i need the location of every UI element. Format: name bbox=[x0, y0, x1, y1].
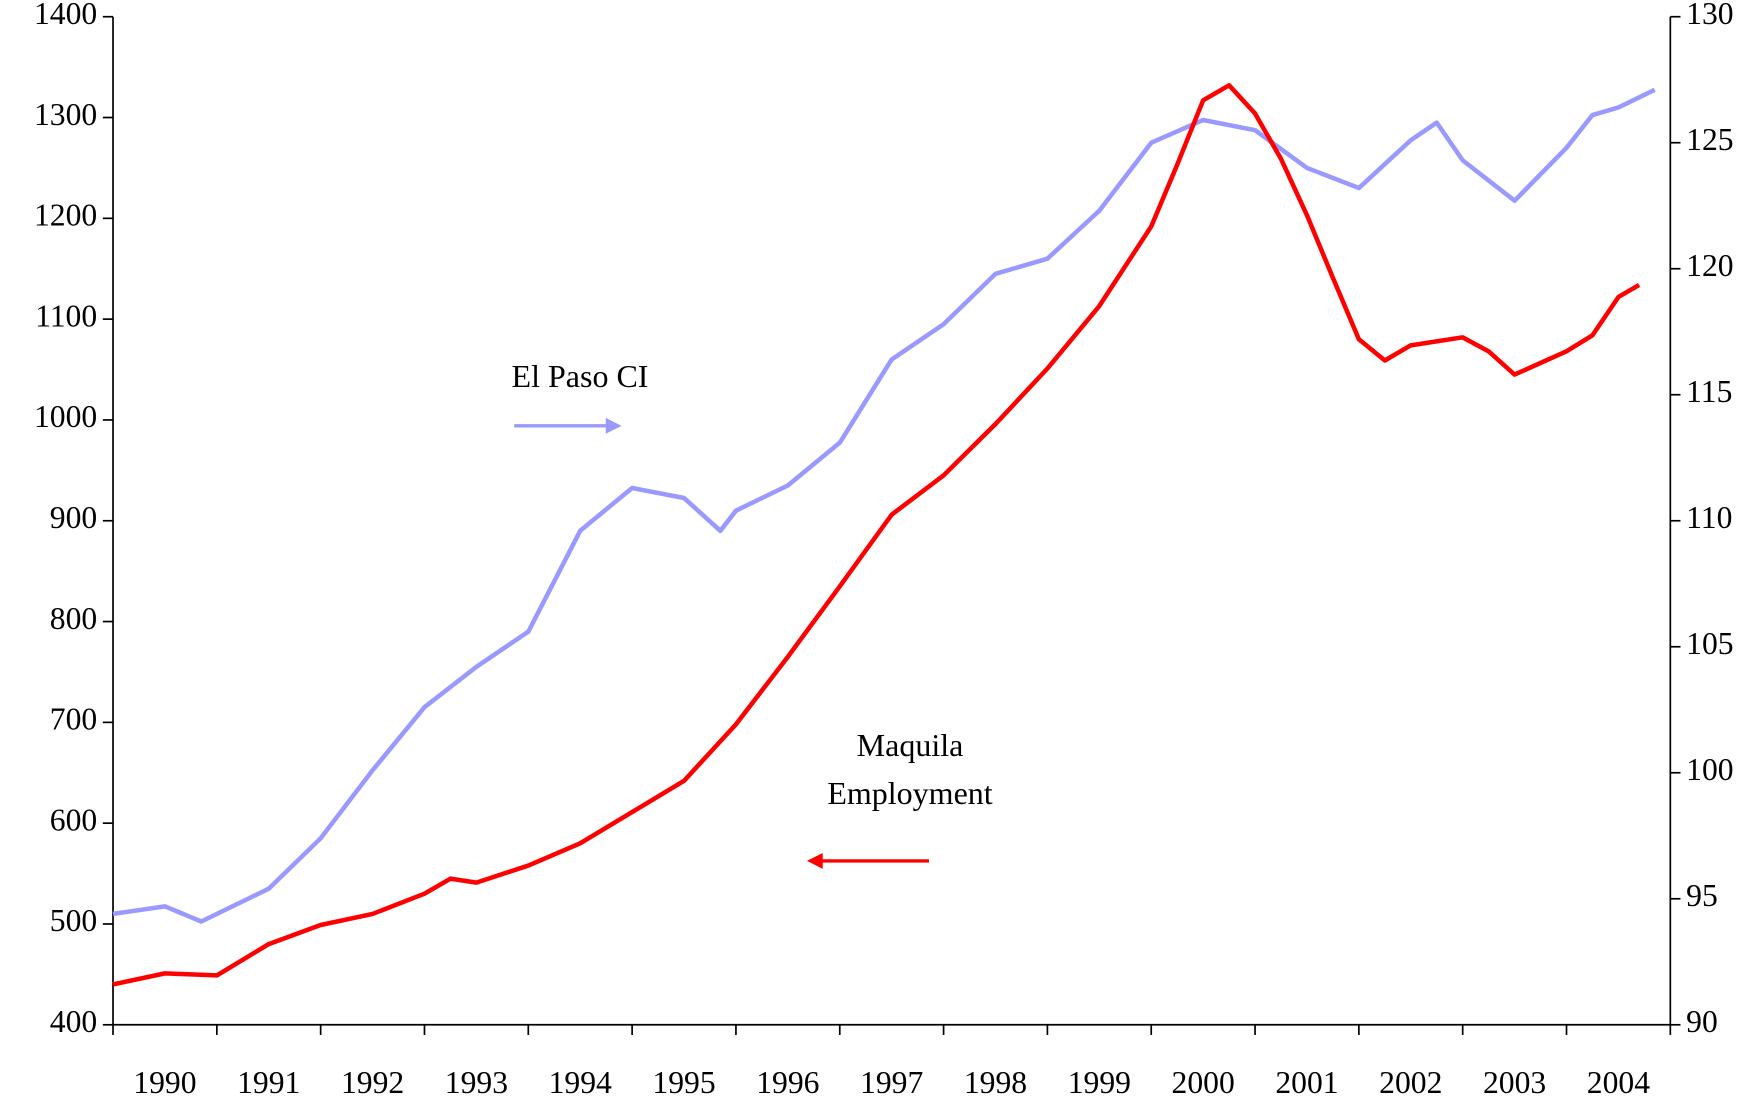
y2-tick-label: 110 bbox=[1686, 500, 1732, 535]
y-tick-label: 1300 bbox=[34, 97, 97, 132]
series-line bbox=[112, 87, 1656, 924]
x-tick-label: 1990 bbox=[133, 1065, 196, 1098]
y2-tick-label: 90 bbox=[1686, 1004, 1718, 1039]
annotation-arrowhead bbox=[605, 417, 622, 434]
x-tick-label: 1991 bbox=[237, 1065, 300, 1098]
y-tick-label: 1200 bbox=[34, 198, 97, 233]
y-tick-label: 1100 bbox=[35, 298, 97, 333]
y-tick-label: 1400 bbox=[34, 0, 97, 31]
y-tick-label: 600 bbox=[50, 802, 97, 837]
y2-tick-label: 120 bbox=[1686, 248, 1733, 283]
x-tick-label: 1999 bbox=[1068, 1065, 1131, 1098]
y2-tick-label: 105 bbox=[1686, 626, 1733, 661]
series-label: El Paso CI bbox=[511, 358, 649, 394]
series-line bbox=[112, 83, 1641, 987]
x-tick-label: 1996 bbox=[756, 1065, 819, 1098]
x-tick-label: 1995 bbox=[652, 1065, 715, 1098]
x-tick-label: 2002 bbox=[1379, 1065, 1442, 1098]
x-tick-label: 2003 bbox=[1483, 1065, 1546, 1098]
annotation-arrowhead bbox=[806, 853, 823, 869]
y-tick-label: 500 bbox=[50, 903, 97, 938]
x-tick-label: 1993 bbox=[445, 1065, 508, 1098]
x-tick-label: 1994 bbox=[549, 1065, 612, 1098]
x-tick-label: 1992 bbox=[341, 1065, 404, 1098]
x-tick-label: 2000 bbox=[1172, 1065, 1235, 1098]
y2-tick-label: 115 bbox=[1686, 374, 1732, 409]
x-tick-label: 2004 bbox=[1587, 1065, 1650, 1098]
x-tick-label: 1998 bbox=[964, 1065, 1027, 1098]
y2-tick-label: 100 bbox=[1686, 752, 1733, 787]
y-tick-label: 800 bbox=[50, 601, 97, 636]
y2-tick-label: 130 bbox=[1686, 0, 1733, 31]
y2-tick-label: 95 bbox=[1686, 878, 1718, 913]
y-tick-label: 700 bbox=[50, 702, 97, 737]
y-tick-label: 400 bbox=[50, 1004, 97, 1039]
y-tick-label: 1000 bbox=[34, 399, 97, 434]
y-tick-label: 900 bbox=[50, 500, 97, 535]
y2-tick-label: 125 bbox=[1686, 122, 1733, 157]
x-tick-label: 1997 bbox=[860, 1065, 923, 1098]
x-tick-label: 2001 bbox=[1275, 1065, 1338, 1098]
series-label: Maquila Employment bbox=[827, 727, 993, 811]
